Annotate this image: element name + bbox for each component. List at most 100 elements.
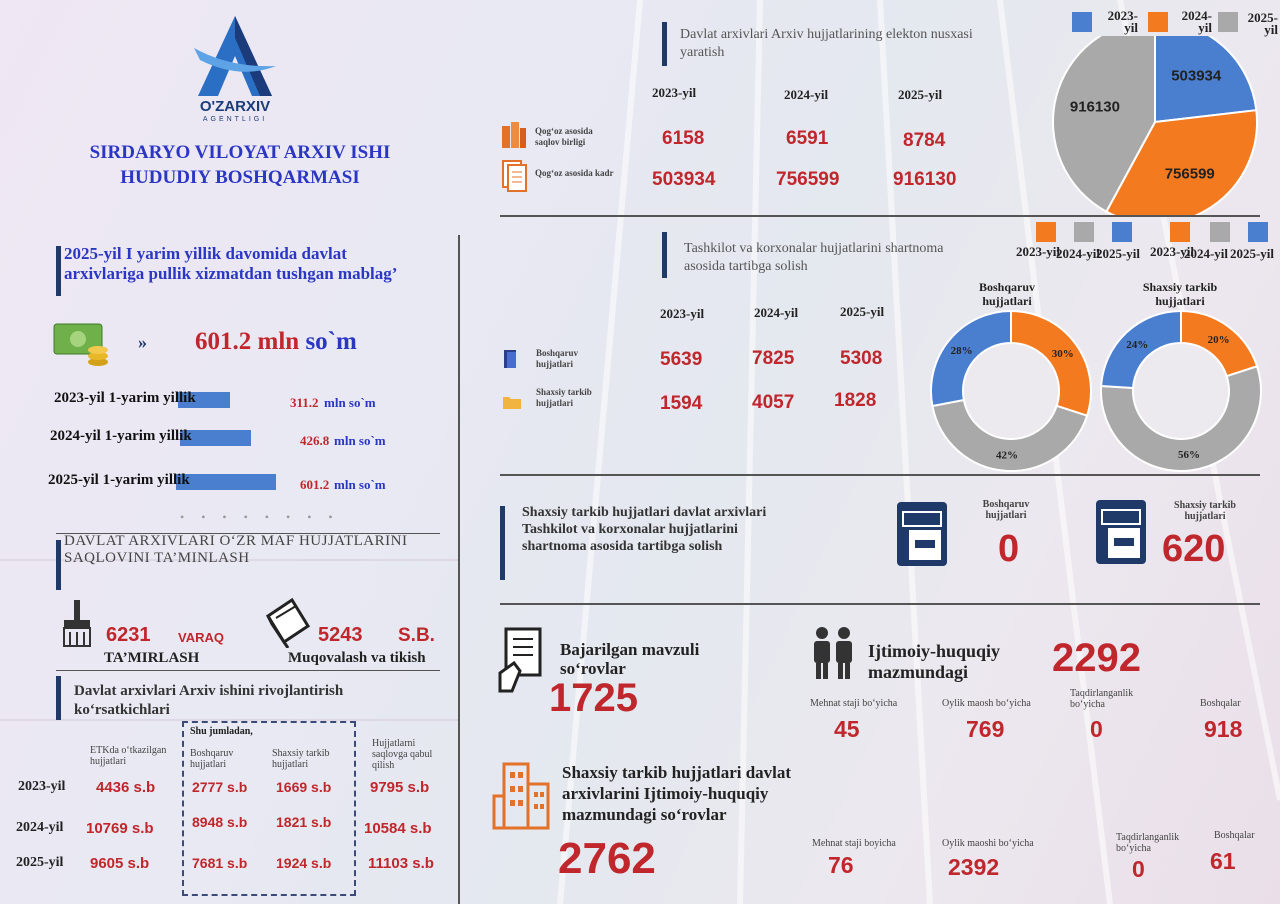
preservation-title-line2: SAQLOVINI TA’MINLASH (64, 550, 250, 566)
logo-subtitle: AGENTLIGI (202, 116, 268, 123)
personnel-request-item-value: 0 (1132, 856, 1145, 882)
book-icon (262, 596, 312, 653)
personnel-title: Shaxsiy tarkib hujjatlari davlat arxivla… (522, 504, 766, 555)
income-bar (180, 430, 251, 446)
binding-value: 5243 (318, 624, 363, 646)
preservation-divider (56, 533, 440, 534)
indicator-year: 2024-yil (16, 820, 64, 835)
contracts-r1-2025: 5308 (840, 348, 883, 369)
pie-label: 916130 (1070, 99, 1120, 116)
contracts-year-2025: 2025-yil (840, 304, 885, 319)
indicators-title-line1: Davlat arxivlari Arxiv ishini rivojlanti… (74, 683, 344, 699)
legend-label-2024: 2024-yil (1181, 8, 1212, 35)
archive-box-icon-2 (1094, 498, 1148, 571)
donut1-legend-2023: 2023-yil (1015, 244, 1060, 259)
social-item-label: Boshqalar (1200, 698, 1241, 709)
contracts-accent-bar (662, 232, 667, 278)
repair-value: 6231 (106, 624, 151, 646)
personnel-accent-bar (500, 506, 505, 580)
contracts-year-2023: 2023-yil (660, 306, 705, 321)
pie-slice-2024-yil (1010, 310, 1092, 417)
income-total-unit: so`m (305, 328, 357, 355)
logo: O'ZARXIV AGENTLIGI (190, 8, 280, 130)
books-icon (500, 118, 528, 155)
repair-unit: VARAQ (178, 630, 224, 645)
indicators-title: Davlat arxivlari Arxiv ishini rivojlanti… (74, 682, 343, 720)
legend-label-2023: 2023-yil (1107, 8, 1138, 35)
social-item-value: 769 (966, 716, 1005, 742)
repair-label: TA’MIRLASH (104, 650, 200, 666)
personnel-title-line2: Tashkilot va korxonalar hujjatlarini (522, 522, 738, 537)
donut-chart-shaxsiy: 20% 56% 24% (1100, 310, 1262, 472)
income-title-line2: arxivlariga pullik xizmatdan tushgan mab… (64, 264, 398, 283)
pie-slice-2025-yil (1100, 365, 1262, 472)
donut2-legend-2023: 2023-yil (1149, 244, 1194, 259)
personnel-boshqaruv-value: 0 (998, 528, 1020, 570)
income-row-label: 2025-yil 1-yarim yillik (48, 472, 190, 488)
donut1-legend-2025: 2025-yil (1095, 246, 1140, 261)
donut1-swatch-2025 (1074, 222, 1094, 242)
pie-label: 503934 (1171, 68, 1222, 85)
personnel-requests-value: 2762 (558, 834, 656, 883)
digitization-r1-2023: 6158 (662, 128, 705, 149)
indicator-year: 2025-yil (16, 855, 64, 870)
social-value: 2292 (1052, 636, 1141, 680)
contracts-year-2024: 2024-yil (754, 305, 799, 320)
donut1-legend-2024: 2024-yil (1055, 246, 1100, 261)
brush-icon (60, 598, 96, 655)
building-icon (490, 756, 552, 835)
documents-icon (500, 158, 528, 197)
contracts-row2-label: Shaxsiy tarkib hujjatlari (536, 387, 592, 408)
contracts-r2-2025: 1828 (834, 390, 877, 411)
chevron-right-icon: » (138, 332, 147, 352)
right-divider-1 (500, 215, 1260, 217)
org-title-line1: SIRDARYO VILOYAT ARXIV ISHI (89, 142, 391, 163)
digitization-r1-2025: 8784 (903, 130, 946, 151)
income-title-line1: 2025-yil I yarim yillik davomida davlat (64, 244, 347, 263)
legend-swatch-2025 (1218, 12, 1238, 32)
col-boshqaruv-header: Boshqaruv hujjatlari (190, 748, 234, 770)
pie-label: 24% (1126, 339, 1148, 351)
social-item-label: Mehnat staji bo‘yicha (810, 698, 898, 709)
pie-chart-digitization: 503934 756599 916130 (1052, 36, 1258, 216)
contracts-row1-label: Boshqaruv hujjatlari (536, 348, 579, 369)
pie-label: 20% (1208, 334, 1230, 346)
preservation-title-line1: DAVLAT ARXIVLARI O‘ZR MAF HUJJATLARINI (64, 533, 408, 549)
preservation-title: DAVLAT ARXIVLARI O‘ZR MAF HUJJATLARINI S… (64, 533, 407, 567)
col-shaxsiy-header: Shaxsiy tarkib hujjatlari (272, 748, 330, 770)
digitization-year-2023: 2023-yil (652, 85, 697, 100)
pie-label: 30% (1052, 348, 1074, 360)
income-row-value: 601.2 (300, 477, 330, 492)
indicators-group-label: Shu jumladan, (190, 726, 253, 737)
indicator-boshqaruv: 7681 s.b (192, 855, 248, 871)
donut2-title: Shaxsiy tarkib hujjatlari (1142, 280, 1218, 308)
logo-mark-icon (194, 16, 276, 96)
elderly-couple-icon (808, 625, 858, 686)
income-total: 601.2 mln so`m (195, 328, 357, 356)
digitization-r2-2023: 503934 (652, 169, 716, 190)
indicators-accent-bar (56, 676, 61, 720)
donut2-swatch-2025 (1210, 222, 1230, 242)
personnel-request-item-label: Mehnat staji boyicha (812, 838, 896, 849)
personnel-requests-title-line1: Shaxsiy tarkib hujjatlari davlat (562, 763, 792, 782)
indicator-qabul: 11103 s.b (368, 855, 434, 872)
donut1-swatch-2024 (1036, 222, 1056, 242)
contracts-r2-2023: 1594 (660, 393, 703, 414)
digitization-accent-bar (662, 22, 667, 66)
income-row-value: 426.8 (300, 433, 330, 448)
money-icon (52, 318, 116, 368)
contracts-title: Tashkilot va korxonalar hujjatlarini sha… (684, 240, 944, 276)
logo-name: O'ZARXIV (199, 98, 271, 115)
indicator-year: 2023-yil (18, 779, 66, 794)
donut2-swatch-2024 (1170, 222, 1190, 242)
income-row-unit: mln so`m (334, 433, 386, 448)
pie-slice-2023-yil (1154, 36, 1258, 124)
indicator-etk: 9605 s.b (90, 855, 150, 872)
donut2-legend-2024: 2024-yil (1183, 246, 1228, 261)
income-total-value: 601.2 mln (195, 328, 300, 355)
indicators-divider (56, 670, 440, 671)
org-title: SIRDARYO VILOYAT ARXIV ISHI HUDUDIY BOSH… (40, 140, 440, 190)
social-item-label: Taqdirlanganlik bo‘yicha (1070, 688, 1134, 710)
thematic-title-line2: so‘rovlar (560, 659, 626, 678)
indicator-etk: 10769 s.b (86, 820, 154, 837)
